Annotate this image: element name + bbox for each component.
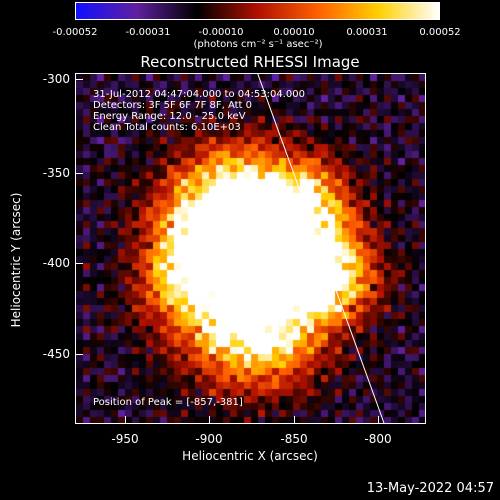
ytick-mark	[75, 79, 83, 80]
info-detectors: Detectors: 3F 5F 6F 7F 8F, Att 0	[93, 100, 253, 111]
info-energy-range: Energy Range: 12.0 - 25.0 keV	[93, 111, 246, 122]
colorbar-tick: -0.00031	[125, 27, 171, 38]
xtick-label: -800	[364, 432, 392, 446]
ytick-label: -350	[42, 166, 70, 180]
ytick-mark	[75, 263, 83, 264]
xtick-mark	[294, 416, 295, 424]
ytick-label: -450	[42, 347, 70, 361]
colorbar-units: (photons cm⁻² s⁻¹ asec⁻²)	[193, 39, 323, 50]
ytick-mark	[75, 354, 83, 355]
rhessi-image-map	[76, 74, 425, 423]
xtick-label: -950	[111, 432, 139, 446]
peak-position: Position of Peak = [-857,-381]	[93, 397, 243, 408]
xtick-mark	[209, 416, 210, 424]
y-axis-label: Heliocentric Y (arcsec)	[9, 192, 23, 328]
colorbar-tick: -0.00010	[198, 27, 244, 38]
x-axis-label: Heliocentric X (arcsec)	[182, 449, 318, 463]
xtick-mark	[378, 416, 379, 424]
generation-timestamp: 13-May-2022 04:57	[366, 481, 494, 496]
plot-title: Reconstructed RHESSI Image	[140, 53, 360, 71]
colorbar-tick: 0.00010	[273, 27, 315, 38]
info-clean-counts: Clean Total counts: 6.10E+03	[93, 122, 241, 133]
ytick-mark	[75, 173, 83, 174]
xtick-label: -850	[280, 432, 308, 446]
ytick-label: -300	[42, 72, 70, 86]
ytick-label: -400	[42, 256, 70, 270]
colorbar-tick: -0.00052	[52, 27, 98, 38]
xtick-mark	[125, 416, 126, 424]
colorbar	[75, 2, 440, 20]
info-time-range: 31-Jul-2012 04:47:04.000 to 04:53:04.000	[93, 89, 305, 100]
xtick-label: -900	[195, 432, 223, 446]
image-plot: 31-Jul-2012 04:47:04.000 to 04:53:04.000…	[75, 73, 426, 424]
solar-limb-line	[257, 74, 385, 423]
colorbar-tick: 0.00052	[419, 27, 461, 38]
colorbar-tick: 0.00031	[346, 27, 388, 38]
